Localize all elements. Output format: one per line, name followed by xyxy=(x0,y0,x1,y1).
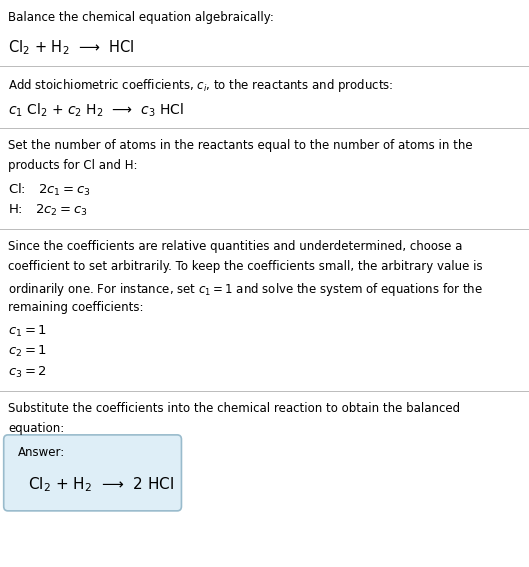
Text: Balance the chemical equation algebraically:: Balance the chemical equation algebraica… xyxy=(8,11,274,24)
Text: $c_1$ Cl$_2$ + $c_2$ H$_2$  ⟶  $c_3$ HCl: $c_1$ Cl$_2$ + $c_2$ H$_2$ ⟶ $c_3$ HCl xyxy=(8,101,184,119)
Text: Cl$_2$ + H$_2$  ⟶  2 HCl: Cl$_2$ + H$_2$ ⟶ 2 HCl xyxy=(28,476,174,494)
FancyBboxPatch shape xyxy=(4,435,181,511)
Text: products for Cl and H:: products for Cl and H: xyxy=(8,159,138,172)
Text: remaining coefficients:: remaining coefficients: xyxy=(8,301,143,314)
Text: Add stoichiometric coefficients, $c_i$, to the reactants and products:: Add stoichiometric coefficients, $c_i$, … xyxy=(8,77,394,94)
Text: H:   $2 c_2 = c_3$: H: $2 c_2 = c_3$ xyxy=(8,202,88,218)
Text: equation:: equation: xyxy=(8,422,64,435)
Text: ordinarily one. For instance, set $c_1 = 1$ and solve the system of equations fo: ordinarily one. For instance, set $c_1 =… xyxy=(8,281,483,298)
Text: Substitute the coefficients into the chemical reaction to obtain the balanced: Substitute the coefficients into the che… xyxy=(8,402,460,415)
Text: Since the coefficients are relative quantities and underdetermined, choose a: Since the coefficients are relative quan… xyxy=(8,240,462,253)
Text: Cl$_2$ + H$_2$  ⟶  HCl: Cl$_2$ + H$_2$ ⟶ HCl xyxy=(8,39,134,57)
Text: $c_2 = 1$: $c_2 = 1$ xyxy=(8,344,47,359)
Text: Cl:   $2 c_1 = c_3$: Cl: $2 c_1 = c_3$ xyxy=(8,182,90,198)
Text: Set the number of atoms in the reactants equal to the number of atoms in the: Set the number of atoms in the reactants… xyxy=(8,139,472,152)
Text: $c_3 = 2$: $c_3 = 2$ xyxy=(8,365,47,380)
Text: Answer:: Answer: xyxy=(17,446,65,459)
Text: coefficient to set arbitrarily. To keep the coefficients small, the arbitrary va: coefficient to set arbitrarily. To keep … xyxy=(8,260,482,273)
Text: $c_1 = 1$: $c_1 = 1$ xyxy=(8,324,47,339)
